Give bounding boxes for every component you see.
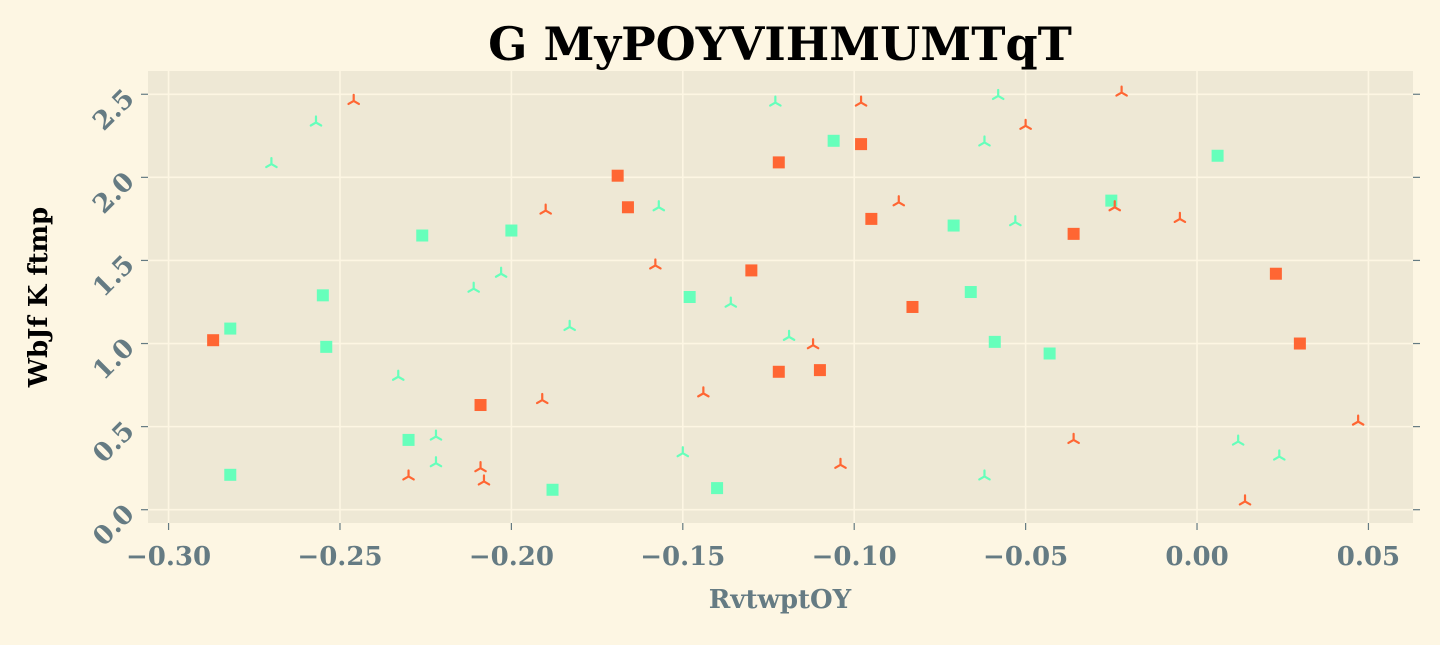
data-point-square [711, 482, 724, 495]
data-point-square [906, 300, 919, 313]
data-point-tri [978, 469, 991, 481]
data-point-tri [474, 461, 487, 473]
data-point-tri [978, 135, 991, 147]
y-tick-label: 1.0 [87, 333, 140, 386]
data-point-square [772, 365, 785, 378]
data-point-square [772, 156, 785, 169]
data-point-square [320, 340, 333, 353]
y-tick-label: 1.5 [87, 250, 140, 303]
data-point-square [865, 212, 878, 225]
data-point-tri [652, 200, 666, 212]
x-tick-label: −0.20 [469, 542, 554, 572]
data-point-tri [1115, 85, 1128, 97]
x-tick-label: 0.05 [1337, 542, 1400, 572]
x-axis-label: RvtwptOY [709, 585, 852, 615]
data-point-tri [1019, 118, 1032, 130]
y-tick-label: 0.5 [87, 416, 140, 469]
data-point-tri [1067, 432, 1080, 445]
data-point-square [1211, 149, 1224, 162]
data-point-square [1043, 347, 1056, 360]
x-tick-label: −0.30 [126, 542, 211, 572]
data-point-tri [477, 474, 491, 486]
data-point-square [813, 364, 826, 377]
data-point-tri [1173, 211, 1187, 223]
data-point-tri [429, 429, 443, 441]
data-point-tri [649, 258, 662, 270]
data-point-tri [467, 281, 480, 293]
data-point-tri [1108, 200, 1122, 212]
data-point-tri [1351, 414, 1365, 426]
data-point-square [611, 169, 624, 182]
data-point-tri [769, 95, 782, 107]
data-point-tri [494, 266, 508, 278]
data-point-square [745, 264, 758, 277]
data-point-square [402, 433, 415, 446]
data-point-square [683, 291, 696, 303]
data-point-tri [724, 296, 738, 308]
data-point-tri [892, 195, 906, 207]
data-point-tri [834, 457, 847, 469]
data-point-tri [676, 446, 690, 458]
data-point-square [1067, 227, 1080, 240]
data-point-square [1269, 267, 1282, 280]
data-point-square [1293, 337, 1306, 350]
x-tick-label: −0.05 [983, 542, 1068, 572]
data-point-tri [782, 329, 796, 341]
data-point-square [621, 201, 634, 214]
data-point-square [827, 134, 840, 147]
chart-title: G MyPOYVIHMUMTqT [488, 17, 1072, 71]
data-point-tri [991, 88, 1005, 101]
data-point-tri [1231, 434, 1245, 446]
data-point-tri [539, 203, 552, 215]
data-point-tri [347, 93, 360, 106]
data-point-tri [697, 386, 710, 398]
data-point-square [224, 322, 237, 335]
x-tick-label: −0.15 [640, 542, 725, 572]
x-tick-label: −0.10 [812, 542, 897, 572]
data-point-square [505, 224, 518, 237]
data-point-tri [806, 338, 820, 350]
data-point-square [416, 229, 429, 242]
plot-area [148, 71, 1413, 523]
data-point-tri [854, 95, 868, 107]
data-point-square [474, 399, 487, 412]
data-point-square [207, 334, 220, 347]
data-point-square [855, 138, 868, 151]
data-point-square [988, 335, 1001, 348]
x-tick-label: −0.25 [297, 542, 382, 572]
data-point-square [316, 289, 329, 302]
data-point-tri [429, 456, 443, 468]
grid [148, 71, 1413, 523]
y-tick-label: 2.5 [87, 84, 140, 137]
data-point-tri [1238, 494, 1252, 506]
data-point-square [224, 468, 237, 481]
data-point-tri [309, 115, 323, 127]
y-axis-label: WbJf K ftmp [24, 207, 54, 388]
data-point-tri [1009, 215, 1022, 227]
x-tick-label: 0.00 [1165, 542, 1228, 572]
data-point-square [947, 219, 960, 232]
data-point-tri [1273, 449, 1286, 461]
y-tick-label: 2.0 [87, 167, 140, 220]
data-point-square [546, 483, 559, 496]
data-point-tri [391, 369, 405, 381]
data-point-square [964, 286, 977, 299]
data-point-tri [563, 319, 576, 332]
data-point-tri [535, 392, 549, 405]
data-point-tri [402, 469, 415, 481]
data-point-tri [265, 156, 278, 169]
data-points [207, 85, 1365, 506]
